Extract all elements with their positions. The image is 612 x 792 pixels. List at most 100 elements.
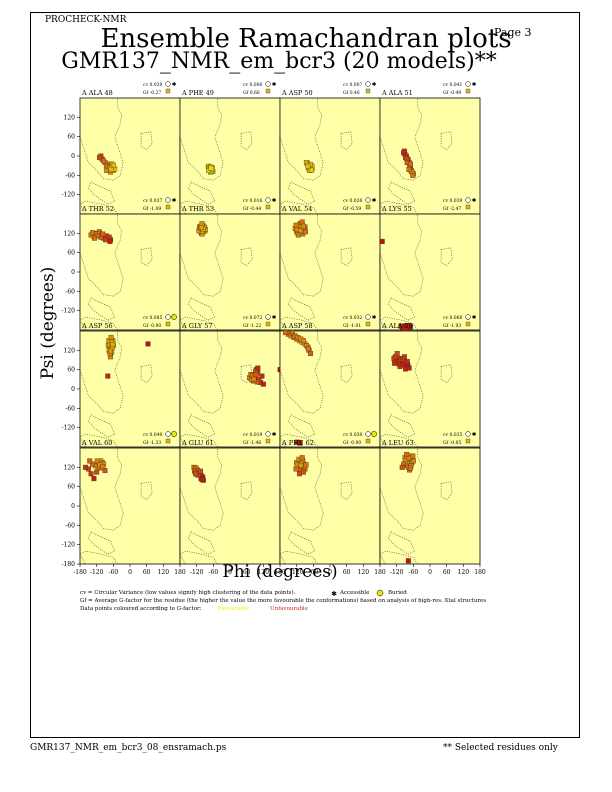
x-tick-label: 0 bbox=[328, 569, 332, 576]
data-point bbox=[88, 471, 94, 477]
data-point bbox=[303, 229, 309, 235]
cv-value: cv 0.029 bbox=[143, 82, 163, 88]
allowed-region-7-1 bbox=[379, 316, 419, 331]
legend-buried-icon bbox=[376, 589, 384, 597]
y-tick-label: 0 bbox=[71, 503, 75, 510]
data-point bbox=[405, 558, 411, 564]
cv-circle-icon bbox=[165, 314, 171, 320]
gf-value: Gf -0.27 bbox=[143, 90, 161, 96]
allowed-region-4-3 bbox=[87, 297, 116, 321]
cv-circle-icon bbox=[365, 81, 371, 87]
data-point bbox=[100, 231, 106, 237]
x-tick-label: 0 bbox=[428, 569, 432, 576]
y-tick-label: -120 bbox=[62, 308, 76, 315]
x-tick-label: 0 bbox=[228, 569, 232, 576]
data-point bbox=[301, 338, 307, 344]
data-point bbox=[102, 468, 108, 474]
residue-label: A THR 53 bbox=[181, 205, 214, 213]
y-tick-label: 60 bbox=[67, 367, 75, 374]
cv-value: cv 0.019 bbox=[243, 432, 263, 438]
cv-value: cv 0.026 bbox=[343, 198, 363, 204]
data-point bbox=[103, 237, 109, 243]
allowed-region-15-0 bbox=[379, 447, 424, 531]
x-tick-label: -120 bbox=[290, 569, 304, 576]
gf-value: Gf -1.46 bbox=[243, 440, 261, 446]
allowed-region-7-0 bbox=[379, 213, 424, 297]
gf-swatch bbox=[465, 204, 471, 210]
data-point bbox=[391, 360, 397, 366]
page-frame bbox=[30, 12, 580, 738]
y-tick-label: -60 bbox=[65, 522, 75, 529]
data-point bbox=[398, 323, 404, 329]
y-tick-label: 120 bbox=[64, 464, 76, 471]
allowed-region-2-0 bbox=[279, 97, 324, 181]
gf-value: Gf -1.09 bbox=[143, 206, 161, 212]
y-tick-label: -180 bbox=[62, 561, 76, 568]
cv-circle-icon bbox=[265, 197, 271, 203]
allowed-region-4-0 bbox=[79, 213, 124, 297]
data-point bbox=[90, 461, 95, 467]
x-tick-label: -180 bbox=[73, 569, 87, 576]
data-point bbox=[298, 228, 304, 234]
data-point bbox=[305, 163, 311, 169]
gf-value: Gf -0.59 bbox=[343, 206, 361, 212]
data-point bbox=[299, 219, 305, 225]
residue-label: A ASP 50 bbox=[281, 89, 313, 97]
allowed-region-13-0 bbox=[179, 447, 224, 531]
allowed-region-11-3 bbox=[387, 414, 416, 438]
allowed-region-3-3 bbox=[387, 181, 416, 205]
cv-value: cv 0.039 bbox=[443, 198, 463, 204]
y-tick-label: -60 bbox=[65, 172, 75, 179]
cv-circle-icon bbox=[465, 314, 471, 320]
x-tick-label: -120 bbox=[390, 569, 404, 576]
allowed-region-6-3 bbox=[287, 297, 316, 321]
data-point bbox=[399, 464, 405, 470]
legend-cv-text: cv = Circular Variance (low values signi… bbox=[80, 590, 296, 596]
footer-filename: GMR137_NMR_em_bcr3_08_ensramach.ps bbox=[30, 743, 227, 753]
residue-label: A THR 52 bbox=[81, 205, 114, 213]
cv-circle-icon bbox=[365, 431, 371, 437]
cv-circle-icon bbox=[465, 431, 471, 437]
page-number: Page 3 bbox=[494, 26, 532, 39]
gf-swatch bbox=[365, 204, 371, 210]
gf-value: Gf -1.22 bbox=[243, 323, 261, 329]
allowed-region-14-3 bbox=[287, 531, 316, 555]
gf-swatch bbox=[365, 438, 371, 444]
residue-label: A ALA 51 bbox=[381, 89, 413, 97]
y-tick-label: 120 bbox=[64, 230, 76, 237]
cv-value: cv 0.016 bbox=[243, 198, 263, 204]
allowed-region-3-1 bbox=[379, 200, 419, 215]
accessible-icon: ✱ bbox=[172, 81, 177, 88]
panel-0 bbox=[79, 97, 181, 215]
residue-label: A GLY 57 bbox=[181, 322, 212, 330]
gf-swatch bbox=[265, 438, 271, 444]
allowed-region-8-0 bbox=[79, 330, 124, 414]
panel-8 bbox=[79, 330, 181, 448]
accessible-icon: ✱ bbox=[372, 197, 377, 204]
data-point bbox=[91, 476, 97, 482]
cv-value: cv 0.068 bbox=[443, 315, 463, 321]
data-point bbox=[283, 330, 289, 336]
data-point bbox=[295, 232, 301, 238]
data-point bbox=[90, 230, 95, 236]
data-point bbox=[405, 323, 411, 328]
cv-value: cv 0.072 bbox=[243, 315, 263, 321]
data-point bbox=[83, 464, 89, 470]
allowed-region-5-3 bbox=[187, 297, 216, 321]
gf-value: Gf -0.44 bbox=[243, 206, 261, 212]
data-point bbox=[401, 148, 407, 154]
accessible-icon: ✱ bbox=[372, 81, 377, 88]
x-tick-label: -120 bbox=[190, 569, 204, 576]
accessible-icon: ✱ bbox=[272, 81, 277, 88]
gf-value: Gf 0.46 bbox=[343, 90, 360, 96]
allowed-region-0-3 bbox=[87, 181, 116, 205]
panel-10 bbox=[279, 330, 381, 448]
cv-value: cv 0.041 bbox=[443, 82, 463, 88]
allowed-region-11-0 bbox=[379, 330, 424, 414]
allowed-region-14-0 bbox=[279, 447, 324, 531]
data-point bbox=[91, 235, 97, 241]
legend-unfavourable-label: Unfavourable bbox=[270, 606, 308, 612]
allowed-region-12-3 bbox=[87, 531, 116, 555]
allowed-region-0-2 bbox=[140, 131, 153, 150]
allowed-region-6-2 bbox=[340, 247, 353, 266]
